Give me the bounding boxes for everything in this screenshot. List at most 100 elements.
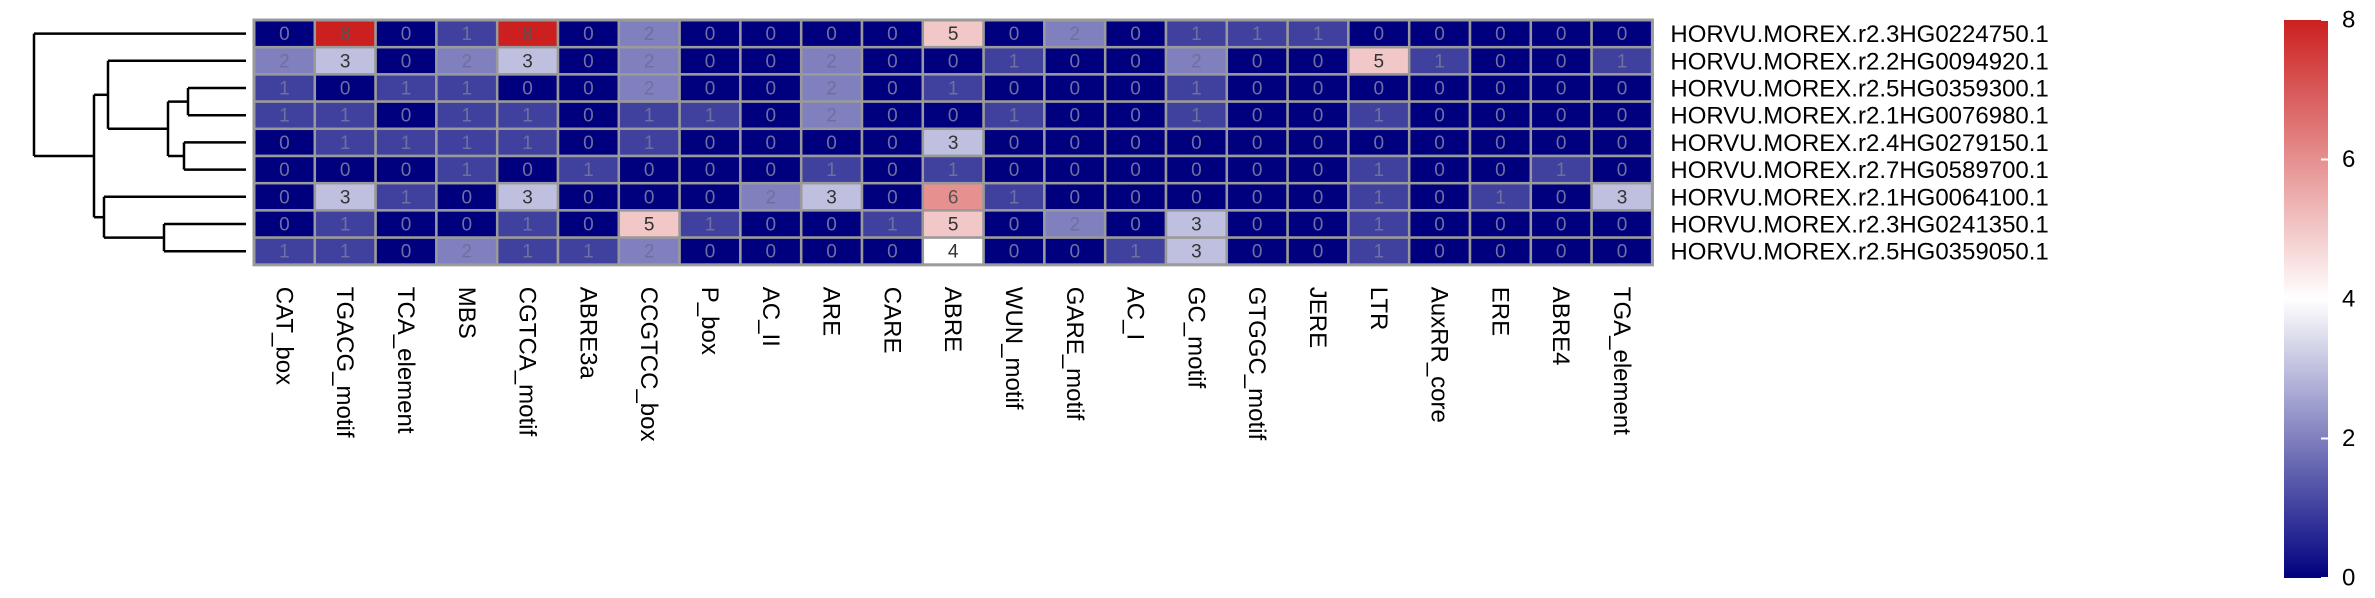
column-label: WUN_motif [1000, 287, 1027, 410]
column-label: AC_I [1122, 287, 1149, 340]
cell-value-label: 0 [1130, 215, 1141, 236]
heatmap-cell [1164, 209, 1229, 239]
cell-value-label: 0 [887, 79, 898, 100]
cell-value-label: 5 [948, 215, 959, 236]
cell-value-label: 1 [279, 242, 290, 263]
column-label: TGA_element [1608, 287, 1635, 435]
cell-value-label: 1 [1009, 106, 1020, 127]
heatmap-cell [678, 236, 742, 267]
cell-value-label: 0 [1495, 215, 1506, 236]
column-label: ABRE3a [574, 287, 601, 380]
cell-value-label: 0 [826, 133, 837, 154]
heatmap-cell [860, 73, 925, 103]
cell-value-label: 1 [522, 242, 533, 263]
cell-value-label: 0 [1495, 51, 1506, 72]
cell-value-label: 1 [401, 133, 412, 154]
heatmap-cell [739, 73, 803, 103]
column-label: CGTCA_motif [514, 287, 541, 437]
cell-value-label: 0 [1313, 79, 1324, 100]
heatmap-cell [860, 127, 925, 158]
cell-value-label: 0 [1617, 215, 1628, 236]
cell-value-label: 1 [462, 106, 473, 127]
cell-value-label: 0 [1130, 79, 1141, 100]
cell-value-label: 2 [766, 187, 777, 208]
heatmap-cell [1225, 209, 1289, 239]
heatmap-cell [495, 154, 560, 185]
cell-value-label: 0 [1313, 187, 1324, 208]
cell-value-label: 0 [705, 160, 716, 181]
cell-value-label: 0 [1617, 160, 1628, 181]
cell-value-label: 0 [340, 160, 351, 181]
cell-value-label: 0 [1070, 187, 1081, 208]
cell-value-label: 0 [583, 187, 594, 208]
cell-value-label: 0 [1556, 133, 1567, 154]
heatmap-border [252, 18, 1654, 267]
cell-value-label: 1 [1434, 51, 1445, 72]
cell-value-label: 0 [401, 242, 412, 263]
cell-value-label: 0 [1556, 215, 1567, 236]
cell-value-label: 1 [1009, 187, 1020, 208]
cell-value-label: 0 [1434, 133, 1445, 154]
cell-value-label: 1 [1374, 160, 1385, 181]
heatmap-cell [1103, 181, 1168, 212]
cell-value-label: 2 [462, 51, 473, 72]
cell-value-label: 0 [1495, 106, 1506, 127]
cell-value-label: 1 [340, 242, 351, 263]
heatmap-cell [1043, 73, 1107, 103]
cell-value-label: 0 [1495, 133, 1506, 154]
cell-value-label: 0 [1070, 133, 1081, 154]
cell-value-label: 0 [644, 187, 655, 208]
cell-value-label: 3 [522, 187, 533, 208]
cell-value-label: 0 [1252, 215, 1263, 236]
cell-value-label: 0 [887, 106, 898, 127]
cell-value-label: 0 [1434, 242, 1445, 263]
cell-value-label: 2 [826, 51, 837, 72]
cell-value-label: 0 [1130, 106, 1141, 127]
color-legend: 0 2 4 6 8 [2284, 7, 2355, 592]
cell-value-label: 1 [279, 106, 290, 127]
heatmap-cell [1103, 236, 1168, 267]
cell-value-label: 2 [279, 51, 290, 72]
cell-value-label: 0 [1495, 242, 1506, 263]
cell-value-label: 0 [1130, 24, 1141, 45]
cell-value-label: 0 [1252, 160, 1263, 181]
cell-value-label: 0 [887, 160, 898, 181]
cell-value-label: 0 [462, 187, 473, 208]
heatmap-cell [860, 45, 925, 76]
cell-value-label: 0 [583, 51, 594, 72]
cell-value-label: 1 [1252, 24, 1263, 45]
cell-value-label: 0 [1434, 79, 1445, 100]
cell-value-label: 0 [1617, 79, 1628, 100]
heatmap-cell [495, 73, 560, 103]
heatmap-cell [982, 18, 1046, 49]
cell-value-label: 0 [522, 79, 533, 100]
cell-value-label: 0 [705, 79, 716, 100]
cell-value-label: 1 [522, 133, 533, 154]
cell-value-label: 2 [462, 242, 473, 263]
cell-value-label: 0 [583, 106, 594, 127]
cell-value-label: 2 [826, 106, 837, 127]
cell-value-label: 0 [1313, 215, 1324, 236]
cell-value-label: 0 [1617, 24, 1628, 45]
cell-value-label: 1 [644, 106, 655, 127]
cell-value-label: 0 [1556, 79, 1567, 100]
cell-value-label: 0 [1009, 215, 1020, 236]
cell-value-label: 0 [1434, 187, 1445, 208]
cell-value-label: 0 [766, 160, 777, 181]
cell-value-label: 1 [1191, 106, 1202, 127]
cell-value-label: 1 [340, 106, 351, 127]
cell-value-label: 0 [1556, 106, 1567, 127]
row-dendrogram [32, 32, 246, 253]
cell-value-label: 3 [340, 51, 351, 72]
cell-value-label: 0 [583, 133, 594, 154]
cell-value-label: 0 [766, 242, 777, 263]
heatmap-cell [1286, 209, 1350, 239]
cell-value-label: 0 [401, 106, 412, 127]
cell-value-label: 0 [1130, 133, 1141, 154]
column-label: P_box [696, 287, 723, 355]
heatmap-cell [982, 73, 1046, 103]
heatmap-cell [495, 100, 560, 131]
cell-value-label: 0 [887, 51, 898, 72]
cell-value-label: 0 [1374, 79, 1385, 100]
heatmap-cell [799, 127, 864, 158]
